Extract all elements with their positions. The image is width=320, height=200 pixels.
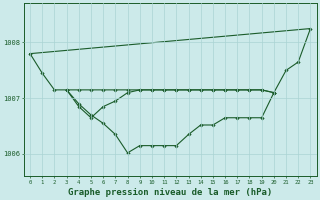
X-axis label: Graphe pression niveau de la mer (hPa): Graphe pression niveau de la mer (hPa)	[68, 188, 272, 197]
